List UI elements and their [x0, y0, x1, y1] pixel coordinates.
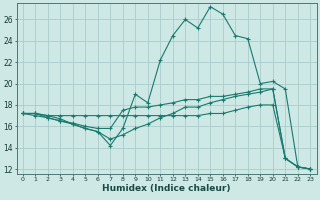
- X-axis label: Humidex (Indice chaleur): Humidex (Indice chaleur): [102, 184, 231, 193]
